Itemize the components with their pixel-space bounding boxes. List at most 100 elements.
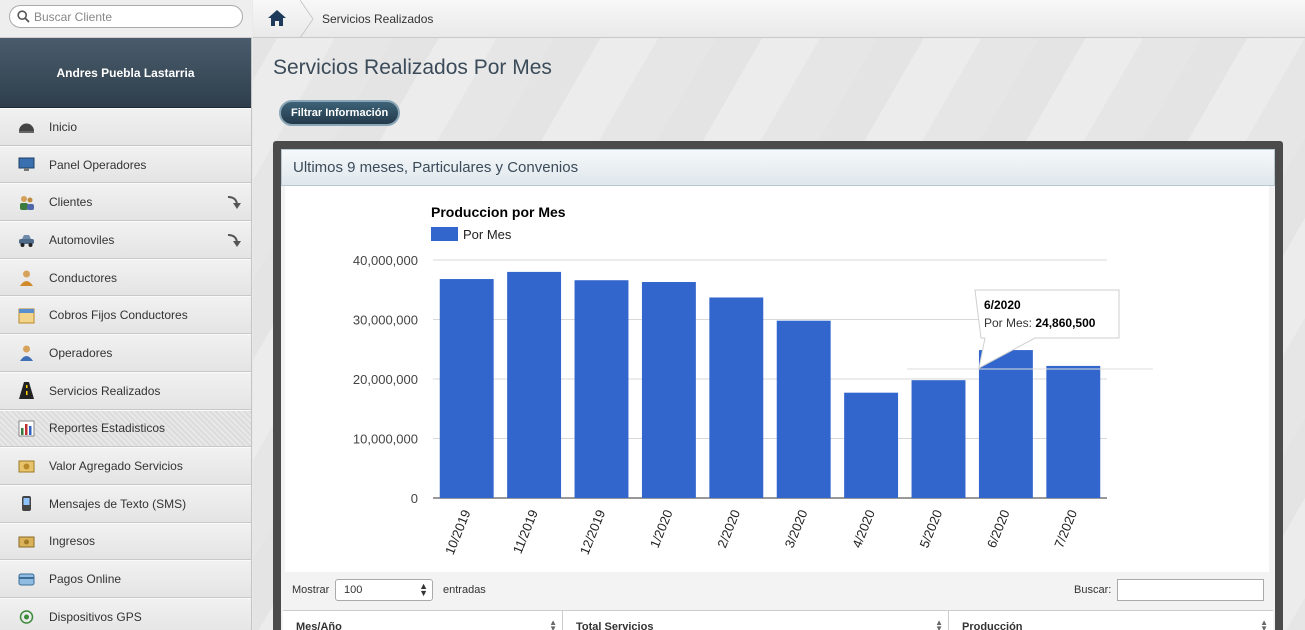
sidebar: Andres Puebla Lastarria Inicio Panel Oper… [0,38,252,630]
tooltip-category: 6/2020 [984,298,1021,312]
search-box[interactable] [9,5,243,28]
legend-label: Por Mes [463,227,512,242]
sidebar-item-label: Automoviles [49,232,115,247]
bar [1046,365,1101,498]
sort-icon: ▲ ▼ [1260,618,1268,630]
bar [574,280,629,498]
y-tick-label: 20,000,000 [353,372,418,387]
x-tick-label: 7/2020 [1051,508,1080,550]
sidebar-item-label: Clientes [49,195,93,210]
x-tick-label: 11/2019 [510,508,541,556]
bar [776,320,831,498]
sidebar-item-automoviles[interactable]: Automoviles [0,221,251,259]
breadcrumb: Servicios Realizados [253,0,1305,38]
x-tick-label: 3/2020 [782,508,811,550]
y-tick-label: 40,000,000 [353,253,418,268]
road-icon [19,382,34,400]
x-tick-label: 1/2020 [647,508,676,550]
chart-title: Produccion por Mes [431,204,566,220]
bar [641,282,696,498]
card-icon [18,573,35,586]
sidebar-item-label: Dispositivos GPS [49,609,142,624]
legend-swatch [431,227,458,241]
column-header-total-services[interactable]: Total Servicios ▲ ▼ [563,611,949,630]
breadcrumb-separator [300,0,314,38]
bar-chart: Produccion por Mes Por Mes 40,000,000 30,00… [353,204,1153,557]
sidebar-item-reportes-estadisticos[interactable]: Reportes Estadisticos [0,409,251,448]
phone-icon [22,496,31,512]
users-icon [20,195,34,210]
y-tick-label: 0 [411,491,418,506]
tooltip-label: Por Mes: 24,860,500 [984,316,1096,330]
tooltip-value: 24,860,500 [1035,316,1095,330]
sidebar-item-inicio[interactable]: Inicio [0,108,251,146]
sidebar-item-label: Panel Operadores [49,157,147,172]
sidebar-item-label: Conductores [49,270,118,285]
driver-icon [20,270,33,287]
column-header-month[interactable]: Mes/Año ▲ ▼ [283,611,563,630]
sidebar-item-valor-agregado-servicios[interactable]: Valor Agregado Servicios [0,447,251,485]
expand-arrow-icon[interactable] [226,232,243,248]
y-tick-label: 30,000,000 [353,313,418,328]
page-length-value: 100 [344,584,363,596]
sidebar-item-label: Reportes Estadisticos [49,421,166,436]
x-tick-label: 2/2020 [714,508,743,550]
gps-icon [19,610,34,625]
show-label: Mostrar [292,584,330,596]
search-input[interactable] [34,8,234,25]
sidebar-item-cobros-fijos-conductores[interactable]: Cobros Fijos Conductores [0,296,251,335]
tooltip-box [974,289,1120,369]
sidebar-nav: Inicio Panel Operadores Clientes Automovile… [0,108,251,630]
money-icon [18,460,35,473]
sidebar-item-label: Valor Agregado Servicios [49,459,183,474]
car-icon [19,235,34,248]
sidebar-item-panel-operadores[interactable]: Panel Operadores [0,145,251,184]
y-tick-label: 10,000,000 [353,432,418,447]
home-icon[interactable] [268,10,286,26]
sidebar-item-dispositivos-gps[interactable]: Dispositivos GPS [0,597,251,630]
expand-arrow-icon[interactable] [226,194,243,210]
x-tick-label: 5/2020 [916,508,945,550]
monitor-icon [18,157,35,172]
user-profile: Andres Puebla Lastarria [0,38,251,108]
sidebar-item-label: Pagos Online [49,572,122,587]
sidebar-item-label: Inicio [49,119,78,134]
sidebar-item-label: Servicios Realizados [49,383,161,398]
bar [439,279,494,498]
sidebar-item-operadores[interactable]: Operadores [0,334,251,372]
table-search-input[interactable] [1117,579,1264,601]
user-name: Andres Puebla Lastarria [56,65,195,80]
sidebar-item-pagos-online[interactable]: Pagos Online [0,560,251,598]
bar [709,297,764,498]
main-content: Servicios Realizados Servicios Realizado… [253,0,1305,630]
page-title: Servicios Realizados Por Mes [273,56,552,79]
bar [844,392,899,498]
operator-icon [20,345,33,362]
sidebar-item-clientes[interactable]: Clientes [0,183,251,222]
calendar-icon [18,308,35,324]
x-tick-label: 12/2019 [577,508,609,557]
sidebar-item-label: Operadores [49,345,113,360]
sidebar-item-label: Mensajes de Texto (SMS) [49,496,187,511]
bar [978,350,1033,498]
entries-label: entradas [443,584,486,596]
filter-button[interactable]: Filtrar Información [279,100,401,126]
page-length-select[interactable]: 100 ▲ ▼ [335,579,433,601]
panel-body: Produccion por Mes Por Mes 40,000,000 30,00… [281,186,1275,630]
bar-chart-icon [18,420,35,437]
sidebar-item-mensajes-de-texto-sms[interactable]: Mensajes de Texto (SMS) [0,484,251,523]
cash-icon [18,536,35,548]
bar [911,380,966,498]
dashboard-icon [19,123,34,134]
breadcrumb-current: Servicios Realizados [322,12,434,26]
panel-title: Ultimos 9 meses, Particulares y Convenio… [281,149,1275,186]
sidebar-item-servicios-realizados[interactable]: Servicios Realizados [0,371,251,410]
panel-title-text: Ultimos 9 meses, Particulares y Convenio… [293,159,579,176]
x-tick-label: 10/2019 [442,508,474,557]
sidebar-item-label: Cobros Fijos Conductores [49,308,188,323]
column-header-production[interactable]: Producción ▲ ▼ [962,618,1268,630]
sidebar-item-conductores[interactable]: Conductores [0,258,251,297]
table-header: Mes/Año ▲ ▼ Total Servicios ▲ ▼ Producción… [283,610,1273,630]
select-arrows-icon: ▲ ▼ [419,581,428,598]
sidebar-item-ingresos[interactable]: Ingresos [0,522,251,561]
